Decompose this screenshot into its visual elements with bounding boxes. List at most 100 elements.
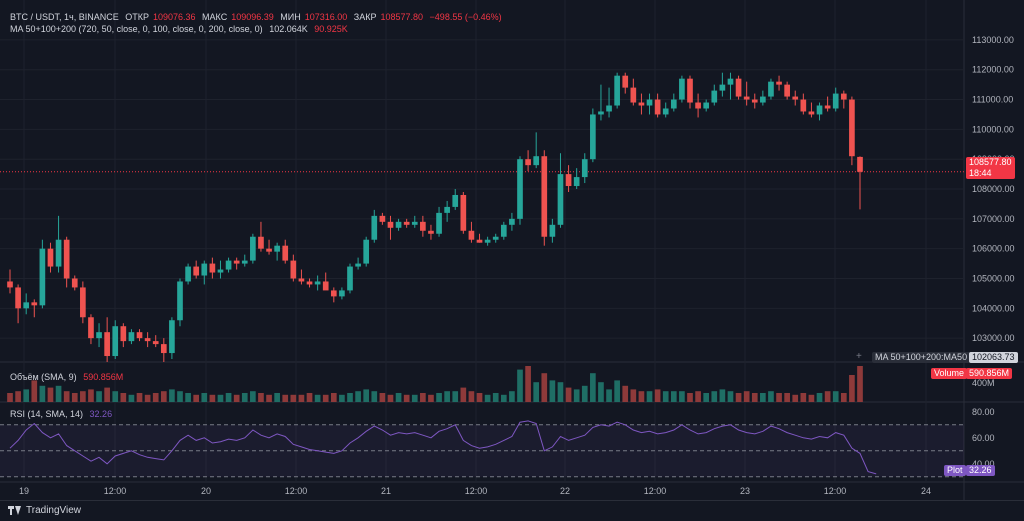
candle-body [387, 221, 394, 228]
volume-bar [638, 391, 645, 402]
candle-body [225, 260, 232, 270]
candle-body [193, 266, 200, 276]
candle-body [557, 174, 564, 225]
candle-body [88, 317, 94, 339]
volume-bar [152, 393, 159, 402]
candle-body [290, 260, 297, 279]
volume-bar [816, 393, 823, 402]
volume-badge-label: Volume [931, 368, 968, 379]
candle-body [347, 266, 353, 291]
ma-legend[interactable]: MA 50+100+200 (720, 50, close, 0, 100, c… [10, 24, 352, 34]
ma-value-1: 102.064K [269, 24, 308, 34]
price-tick-label: 107000.00 [972, 214, 1015, 224]
tradingview-logo[interactable]: TradingView [8, 505, 81, 516]
candle-body [403, 221, 410, 225]
volume-bar [47, 387, 54, 402]
candle-body [379, 215, 386, 222]
candle-body [152, 341, 159, 345]
candle-body [662, 108, 669, 115]
candle-body [509, 218, 515, 225]
candle-body [112, 326, 119, 357]
candle-body [250, 236, 256, 261]
candle-body [751, 99, 758, 103]
candle-body [266, 248, 272, 252]
volume-bar [306, 393, 313, 402]
volume-bar [784, 393, 790, 402]
candle-body [679, 78, 685, 100]
candle-body [824, 105, 831, 109]
volume-bar [233, 394, 240, 402]
close-label: ЗАКР [353, 12, 377, 22]
candle-body [460, 194, 467, 231]
candle-body [314, 281, 321, 285]
volume-bar [695, 391, 701, 402]
volume-bar [500, 394, 507, 402]
rsi-badge-label: Plot [944, 465, 966, 476]
change-value: −498.55 (−0.46%) [429, 12, 502, 22]
tradingview-icon [8, 506, 22, 515]
time-tick-label: 12:00 [644, 486, 667, 496]
candle-body [363, 239, 370, 264]
candle-body [500, 224, 507, 237]
volume-bar [241, 393, 248, 402]
volume-bar [573, 389, 580, 402]
price-tick-label: 112000.00 [972, 65, 1014, 75]
candle-body [169, 320, 175, 354]
candle-body [808, 111, 815, 115]
candle-body [606, 105, 612, 112]
volume-bar [128, 394, 135, 402]
volume-bar [598, 382, 604, 402]
candle-body [840, 93, 847, 100]
volume-bar [484, 394, 491, 402]
volume-label: Объём (SMA, 9) [10, 372, 77, 382]
rsi-value: 32.26 [89, 409, 113, 419]
volume-bar [266, 394, 272, 402]
volume-bar [371, 391, 378, 402]
price-tick-label: 113000.00 [972, 35, 1014, 45]
volume-bar [614, 380, 620, 402]
volume-bar [201, 393, 208, 402]
ma-badge-value: 102063.73 [969, 352, 1018, 363]
price-tick-label: 105000.00 [972, 273, 1015, 283]
candle-body [849, 99, 855, 157]
rsi-series [0, 420, 964, 478]
candle-body [670, 99, 677, 109]
candle-body [47, 248, 54, 267]
candle-body [784, 84, 790, 97]
rsi-legend[interactable]: RSI (14, SMA, 14) 32.26 [10, 409, 116, 419]
candle-body [209, 263, 216, 273]
ma-badge-label: MA 50+100+200:MA50 [872, 352, 971, 363]
rsi-label: RSI (14, SMA, 14) [10, 409, 84, 419]
candle-body [55, 239, 62, 267]
volume-bar [743, 391, 750, 402]
volume-bar [460, 387, 467, 402]
candle-body [760, 96, 766, 103]
volume-bar [687, 393, 693, 402]
time-tick-label: 22 [560, 486, 570, 496]
volume-bar [217, 394, 224, 402]
add-icon[interactable]: + [856, 351, 862, 362]
candle-body [282, 245, 289, 261]
candle-body [452, 194, 459, 207]
volume-bar [160, 391, 167, 402]
volume-bar [557, 382, 564, 402]
volume-bar [71, 393, 78, 402]
candle-body [646, 99, 653, 106]
candle-body [630, 87, 637, 103]
candle-body [330, 290, 337, 297]
volume-bar [670, 391, 677, 402]
rsi-tick-label: 40.00 [972, 459, 995, 469]
volume-bar [363, 389, 370, 402]
candle-body [298, 278, 305, 282]
countdown: 18:44 [969, 168, 992, 178]
candle-body [800, 99, 807, 112]
symbol-title[interactable]: BTC / USDT, 1ч, BINANCE [10, 12, 119, 22]
volume-bar [824, 391, 831, 402]
volume-legend[interactable]: Объём (SMA, 9) 590.856M [10, 372, 127, 382]
volume-bar [169, 389, 175, 402]
candle-body [339, 290, 345, 297]
volume-bar [96, 391, 102, 402]
chart-canvas[interactable]: 113000.00 112000.00 111000.00 110000.00 1090… [0, 0, 1024, 500]
candle-body [160, 344, 167, 354]
candle-body [638, 102, 645, 106]
